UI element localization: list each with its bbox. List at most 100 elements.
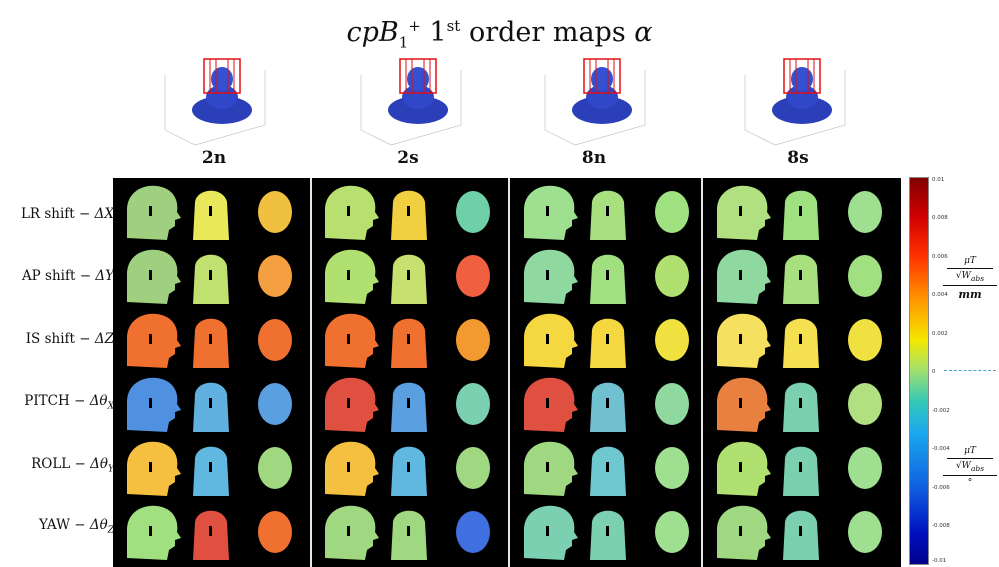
head-sagittal-map <box>127 313 181 368</box>
anatomy-marker <box>209 206 212 216</box>
anatomy-marker <box>407 334 410 344</box>
coil-thumbnail-8n <box>544 58 646 146</box>
column-divider <box>701 178 703 567</box>
head-axial-map <box>456 447 490 489</box>
head-sagittal-map <box>127 377 181 432</box>
coil-label-2s: 2s <box>397 148 419 168</box>
head-sagittal-map <box>524 441 578 496</box>
colorbar-tick: 0 <box>932 369 936 375</box>
head-axial-map <box>848 191 882 233</box>
unit-label-per-mm: μT √Wabs mm <box>943 256 997 301</box>
anatomy-marker <box>149 462 152 472</box>
head-sagittal-map <box>717 185 771 240</box>
head-sagittal-map <box>325 441 379 496</box>
anatomy-marker <box>149 270 152 280</box>
column-divider <box>310 178 312 567</box>
title-sub: 1 <box>398 33 409 52</box>
head-sagittal-map <box>524 313 578 368</box>
anatomy-marker <box>546 270 549 280</box>
row-label-yaw: YAW − ΔθZ <box>39 517 114 536</box>
head-axial-map <box>655 319 689 361</box>
head-axial-map <box>258 383 292 425</box>
head-axial-map <box>848 383 882 425</box>
head-sagittal-map <box>325 505 379 560</box>
head-sagittal-map <box>524 505 578 560</box>
head-axial-map <box>655 383 689 425</box>
head-sagittal-map <box>325 377 379 432</box>
coil-render-icon <box>744 58 846 146</box>
colorbar-tick: -0.006 <box>932 485 950 491</box>
colorbar-tick: -0.002 <box>932 408 950 414</box>
head-axial-map <box>848 511 882 553</box>
anatomy-marker <box>606 270 609 280</box>
colorbar-tick: 0.004 <box>932 292 948 298</box>
row-label-pitch: PITCH − ΔθX <box>24 393 114 412</box>
head-sagittal-map <box>325 185 379 240</box>
coil-render-icon <box>544 58 646 146</box>
anatomy-marker <box>209 334 212 344</box>
head-sagittal-map <box>127 249 181 304</box>
coil-render-icon <box>164 58 266 146</box>
anatomy-marker <box>407 206 410 216</box>
head-axial-map <box>456 191 490 233</box>
head-axial-map <box>258 255 292 297</box>
row-label-roll: ROLL − ΔθY <box>31 456 114 475</box>
head-axial-map <box>456 319 490 361</box>
anatomy-marker <box>546 398 549 408</box>
anatomy-marker <box>799 526 802 536</box>
head-sagittal-map <box>717 441 771 496</box>
head-axial-map <box>456 255 490 297</box>
anatomy-marker <box>799 462 802 472</box>
head-sagittal-map <box>524 185 578 240</box>
coil-render-icon <box>360 58 462 146</box>
anatomy-marker <box>347 462 350 472</box>
anatomy-marker <box>347 206 350 216</box>
title-sup: + <box>408 17 421 35</box>
head-axial-map <box>258 511 292 553</box>
anatomy-marker <box>606 526 609 536</box>
head-axial-map <box>848 319 882 361</box>
anatomy-marker <box>739 334 742 344</box>
anatomy-marker <box>347 270 350 280</box>
anatomy-marker <box>407 462 410 472</box>
anatomy-marker <box>149 206 152 216</box>
head-sagittal-map <box>717 313 771 368</box>
zero-reference-line <box>944 370 996 371</box>
head-axial-map <box>456 383 490 425</box>
coil-thumbnail-8s <box>744 58 846 146</box>
coil-thumbnail-2s <box>360 58 462 146</box>
colorbar-tick: -0.008 <box>932 523 950 529</box>
sensitivity-map-panel <box>113 178 901 567</box>
anatomy-marker <box>149 398 152 408</box>
row-label-is-shift: IS shift − ΔZ <box>25 331 114 347</box>
anatomy-marker <box>739 526 742 536</box>
colorbar <box>909 177 929 565</box>
anatomy-marker <box>209 462 212 472</box>
title-symbol: α <box>634 17 653 48</box>
head-sagittal-map <box>127 185 181 240</box>
anatomy-marker <box>149 526 152 536</box>
colorbar-tick: -0.01 <box>932 558 947 564</box>
title-prefix: cpB <box>346 17 399 48</box>
head-sagittal-map <box>717 249 771 304</box>
anatomy-marker <box>606 398 609 408</box>
head-axial-map <box>258 319 292 361</box>
anatomy-marker <box>546 462 549 472</box>
unit-label-per-degree: μT √Wabs ° <box>943 446 997 488</box>
colorbar-tick: -0.004 <box>932 446 950 452</box>
anatomy-marker <box>347 526 350 536</box>
anatomy-marker <box>739 398 742 408</box>
coil-label-8s: 8s <box>787 148 809 168</box>
head-axial-map <box>258 191 292 233</box>
head-maps-grid <box>127 185 882 560</box>
colorbar-tick: 0.002 <box>932 331 948 337</box>
anatomy-marker <box>149 334 152 344</box>
head-sagittal-map <box>524 249 578 304</box>
head-axial-map <box>655 255 689 297</box>
title-order-sup: st <box>446 17 461 35</box>
title-order-num: 1 <box>429 17 447 48</box>
head-sagittal-map <box>524 377 578 432</box>
anatomy-marker <box>799 270 802 280</box>
anatomy-marker <box>407 270 410 280</box>
head-axial-map <box>258 447 292 489</box>
